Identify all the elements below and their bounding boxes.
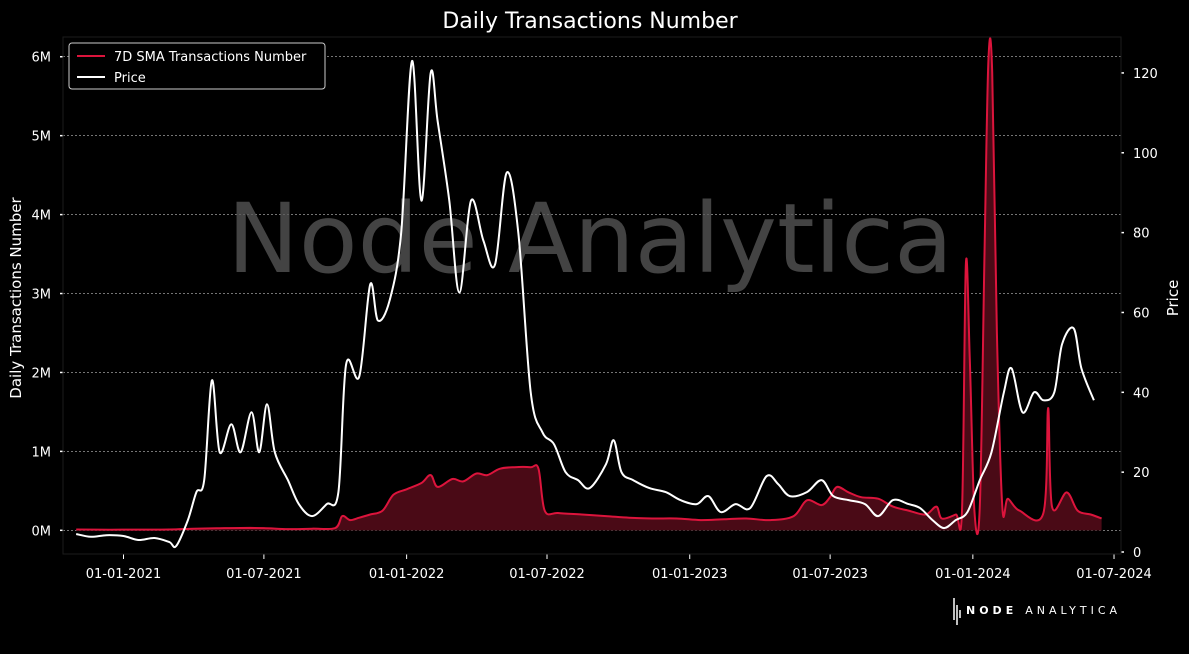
axes: 0M 1M 2M 3M 4M 5M 6M 0 20 40 60 80 100 120 01-01-2021 0…: [32, 36, 1158, 582]
brand-logo: NODE ANALYTICA: [953, 598, 1121, 625]
legend-box: [68, 42, 326, 90]
x-tick-label: 01-07-2024: [1076, 567, 1152, 582]
y2-tick-label: 40: [1133, 386, 1150, 401]
watermark: Node Analytica: [227, 183, 953, 295]
plot-frame: [62, 36, 1122, 555]
series-line-price: [75, 59, 1095, 549]
y-tick-label: 6M: [32, 51, 52, 66]
y-tick-label: 3M: [32, 288, 52, 303]
chart-title: Daily Transactions Number: [442, 9, 738, 34]
y-tick-label: 5M: [32, 130, 52, 145]
y2-tick-label: 100: [1133, 147, 1158, 162]
x-tick-label: 01-07-2022: [509, 567, 585, 582]
y-tick-label: 2M: [32, 366, 52, 381]
x-tick-label: 01-01-2021: [86, 567, 162, 582]
x-tick-label: 01-07-2023: [792, 567, 868, 582]
y2-tick-label: 60: [1133, 306, 1150, 321]
y2-axis-label: Price: [1164, 280, 1182, 317]
y-tick-label: 4M: [32, 209, 52, 224]
y2-tick-label: 20: [1133, 466, 1150, 481]
x-tick-label: 01-07-2021: [226, 567, 302, 582]
line-layer: [75, 37, 1102, 549]
legend-entry: 7D SMA Transactions Number: [114, 50, 307, 65]
fill-layer: [76, 38, 1102, 535]
x-tick-label: 01-01-2022: [369, 567, 445, 582]
series-area-transactions: [76, 38, 1102, 535]
legend-entry: Price: [114, 71, 146, 86]
x-tick-label: 01-01-2024: [935, 567, 1011, 582]
brand-name-bold: NODE: [966, 604, 1017, 617]
y-axis-label: Daily Transactions Number: [7, 196, 25, 398]
y2-tick-label: 80: [1133, 227, 1150, 242]
y2-tick-label: 0: [1133, 546, 1141, 561]
y-tick-label: 0M: [32, 524, 52, 539]
brand-name-rest: ANALYTICA: [1025, 604, 1121, 617]
x-tick-label: 01-01-2023: [652, 567, 728, 582]
y-tick-label: 1M: [32, 445, 52, 460]
y2-tick-label: 120: [1133, 67, 1158, 82]
legend: 7D SMA Transactions Number Price: [68, 42, 326, 90]
series-line-transactions: [76, 37, 1102, 536]
